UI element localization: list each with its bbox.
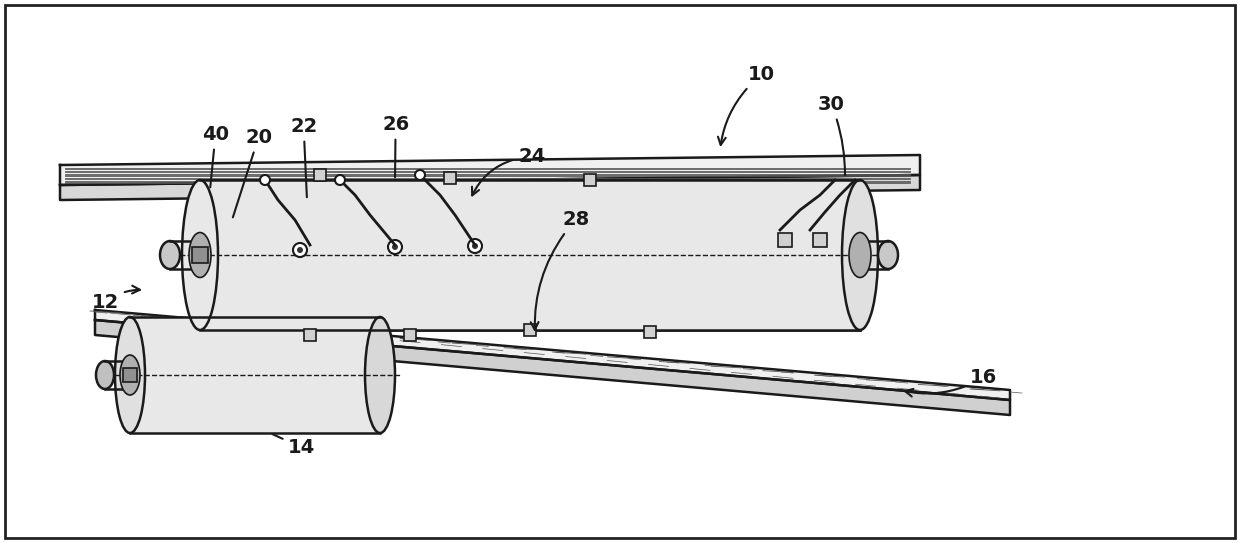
Bar: [777, 233, 792, 247]
Bar: [525, 324, 536, 336]
Text: 24: 24: [472, 147, 546, 195]
Ellipse shape: [849, 232, 870, 277]
Circle shape: [335, 175, 345, 185]
Bar: [813, 233, 827, 247]
Bar: [584, 174, 596, 186]
Polygon shape: [60, 155, 920, 185]
Bar: [304, 329, 316, 341]
Circle shape: [388, 240, 402, 254]
Circle shape: [392, 244, 398, 250]
Text: 22: 22: [290, 117, 317, 197]
Bar: [644, 326, 656, 338]
Polygon shape: [95, 320, 1011, 415]
Circle shape: [472, 243, 477, 249]
Text: 14: 14: [273, 434, 315, 457]
Ellipse shape: [160, 241, 180, 269]
Text: 26: 26: [382, 115, 409, 177]
Text: 30: 30: [818, 95, 844, 175]
Circle shape: [260, 175, 270, 185]
Circle shape: [467, 239, 482, 253]
Text: 16: 16: [905, 368, 997, 396]
Ellipse shape: [188, 232, 211, 277]
Bar: [192, 247, 208, 263]
Ellipse shape: [182, 180, 218, 330]
Bar: [404, 329, 415, 341]
Circle shape: [298, 247, 303, 253]
Bar: [123, 368, 136, 382]
Bar: [314, 169, 326, 181]
Ellipse shape: [120, 355, 140, 395]
FancyBboxPatch shape: [130, 317, 379, 433]
Text: 40: 40: [202, 125, 229, 187]
Bar: [444, 172, 456, 184]
Circle shape: [293, 243, 308, 257]
Text: 28: 28: [531, 210, 589, 330]
Text: 20: 20: [233, 128, 272, 217]
Ellipse shape: [878, 241, 898, 269]
Circle shape: [415, 170, 425, 180]
FancyBboxPatch shape: [200, 180, 861, 330]
Polygon shape: [60, 175, 920, 200]
Polygon shape: [95, 310, 1011, 400]
Ellipse shape: [115, 317, 145, 433]
Text: 10: 10: [718, 65, 775, 145]
Ellipse shape: [842, 180, 878, 330]
Ellipse shape: [365, 317, 396, 433]
Text: 12: 12: [92, 286, 140, 312]
Ellipse shape: [95, 361, 114, 389]
